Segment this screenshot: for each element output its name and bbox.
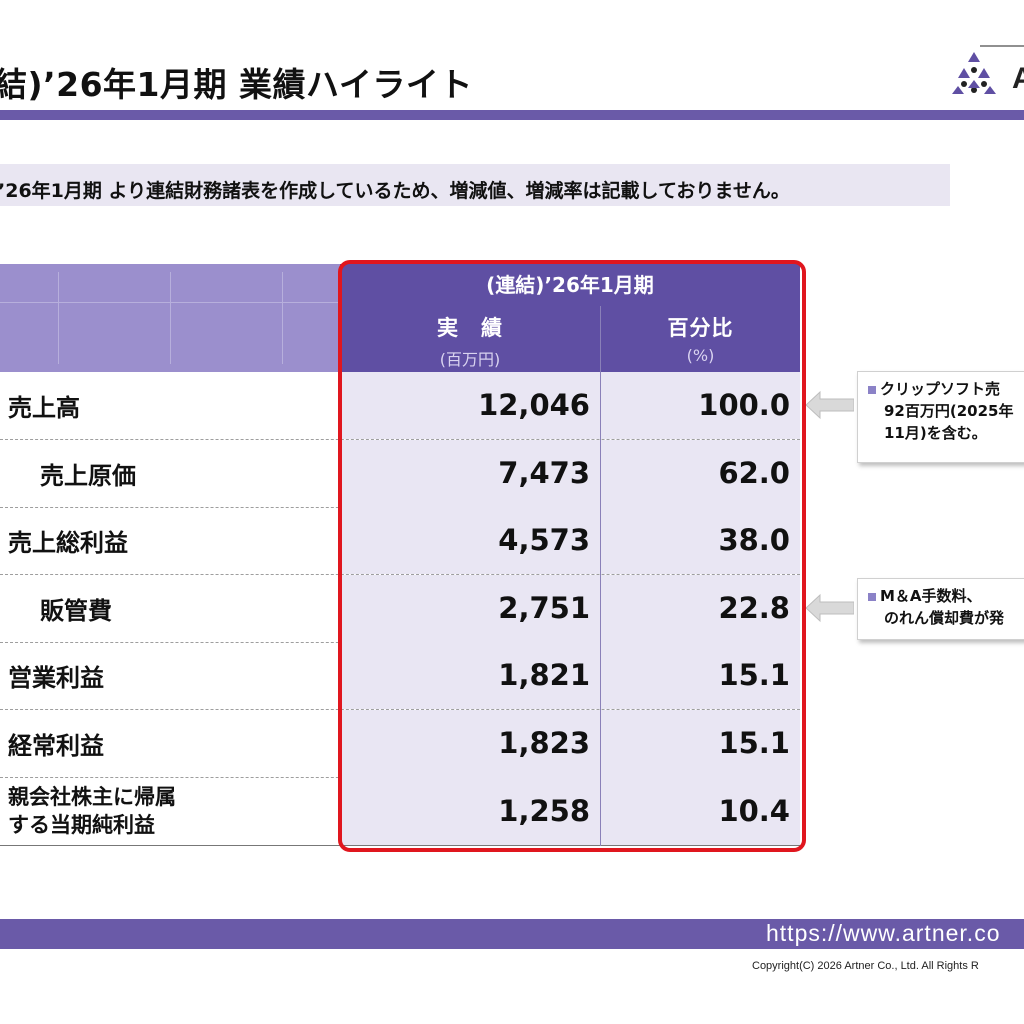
row-ratio: 22.8 bbox=[718, 591, 790, 625]
row-ratio: 100.0 bbox=[698, 388, 790, 422]
table-row: 販管費 2,751 22.8 bbox=[0, 575, 800, 643]
logo-wordmark: A bbox=[1012, 62, 1024, 95]
row-ratio: 15.1 bbox=[718, 726, 790, 760]
row-value: 7,473 bbox=[498, 456, 590, 490]
title-underline bbox=[0, 110, 1024, 120]
row-label: 売上高 bbox=[8, 394, 80, 422]
row-label: 営業利益 bbox=[8, 664, 104, 692]
table-row: 営業利益 1,821 15.1 bbox=[0, 642, 800, 710]
actual-column-label: 実 績 bbox=[437, 316, 503, 340]
sga-note-callout: M＆A手数料、 のれん償却費が発 bbox=[857, 578, 1024, 640]
table-row: 経常利益 1,823 15.1 bbox=[0, 710, 800, 778]
row-label: 親会社株主に帰属 する当期純利益 bbox=[8, 777, 176, 845]
notice-text: ’26年1月期 より連結財務諸表を作成しているため、増減値、増減率は記載しており… bbox=[0, 180, 790, 202]
sales-note-callout: クリップソフト売 92百万円(2025年 11月)を含む。 bbox=[857, 371, 1024, 463]
left-arrow-icon bbox=[806, 390, 854, 420]
table-row: 親会社株主に帰属 する当期純利益 1,258 10.4 bbox=[0, 777, 800, 846]
row-value: 12,046 bbox=[478, 388, 590, 422]
bullet-square-icon bbox=[868, 592, 876, 601]
row-label: 経常利益 bbox=[8, 732, 104, 760]
footer-url[interactable]: https://www.artner.co bbox=[766, 920, 1001, 946]
company-logo bbox=[952, 40, 1024, 102]
row-label-line1: 親会社株主に帰属 bbox=[8, 785, 176, 809]
ratio-column-unit: (%) bbox=[686, 346, 715, 365]
left-arrow-icon bbox=[806, 593, 854, 623]
callout-line: 92百万円(2025年 bbox=[884, 402, 1014, 420]
ratio-column-header: 百分比 (%) bbox=[601, 306, 800, 372]
callout-line: M＆A手数料、 bbox=[880, 587, 982, 605]
column-divider bbox=[600, 306, 601, 846]
table-header-left bbox=[0, 264, 340, 372]
row-label: 売上原価 bbox=[40, 462, 136, 490]
bullet-square-icon bbox=[868, 385, 876, 394]
row-value: 1,258 bbox=[498, 794, 590, 828]
period-header: (連結)’26年1月期 bbox=[340, 264, 800, 306]
ratio-column-label: 百分比 bbox=[667, 316, 734, 340]
table-row: 売上高 12,046 100.0 bbox=[0, 372, 800, 440]
callout-line: 11月)を含む。 bbox=[884, 424, 987, 442]
row-value: 1,821 bbox=[498, 658, 590, 692]
table-row: 売上総利益 4,573 38.0 bbox=[0, 507, 800, 575]
actual-column-unit: (百万円) bbox=[439, 350, 501, 369]
row-value: 1,823 bbox=[498, 726, 590, 760]
row-value: 2,751 bbox=[498, 591, 590, 625]
highlight-frame bbox=[338, 260, 806, 852]
copyright-text: Copyright(C) 2026 Artner Co., Ltd. All R… bbox=[752, 960, 979, 972]
callout-line: のれん償却費が発 bbox=[884, 609, 1005, 627]
row-label: 販管費 bbox=[40, 597, 112, 625]
actual-column-header: 実 績 (百万円) bbox=[340, 306, 600, 372]
row-ratio: 15.1 bbox=[718, 658, 790, 692]
footer-bar bbox=[0, 919, 1024, 949]
row-value: 4,573 bbox=[498, 523, 590, 557]
callout-line: クリップソフト売 bbox=[880, 380, 1001, 398]
row-label-line2: する当期純利益 bbox=[8, 813, 155, 837]
notice-banner bbox=[0, 164, 950, 206]
row-label: 売上総利益 bbox=[8, 529, 128, 557]
row-ratio: 38.0 bbox=[718, 523, 790, 557]
row-ratio: 62.0 bbox=[718, 456, 790, 490]
row-ratio: 10.4 bbox=[718, 794, 790, 828]
page-title: 結)’26年1月期 業績ハイライト bbox=[0, 65, 473, 104]
